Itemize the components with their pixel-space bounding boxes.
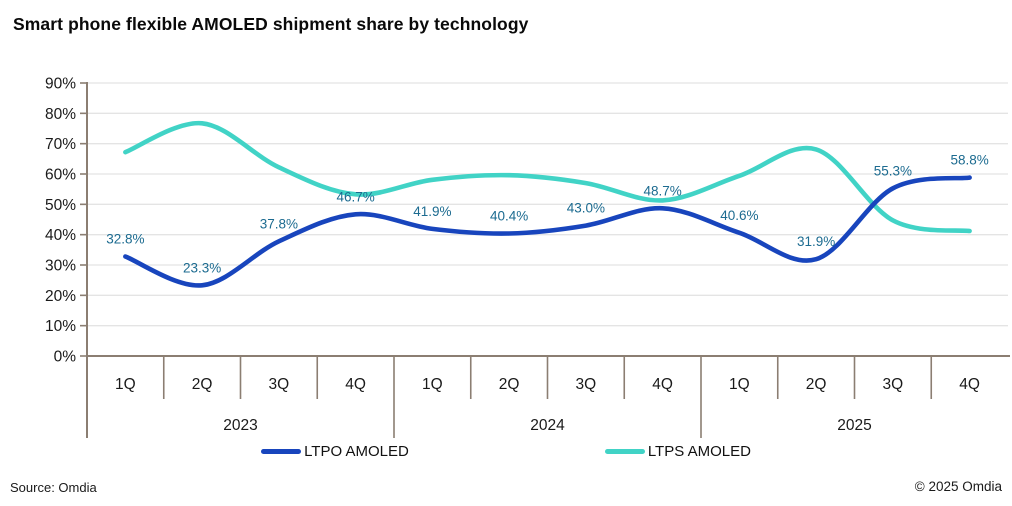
gridlines [87, 82, 1008, 327]
svg-text:70%: 70% [45, 136, 76, 153]
legend-item-ltpo-amoled: LTPO AMOLED [261, 443, 409, 460]
svg-text:23.3%: 23.3% [183, 260, 221, 275]
series-ltps-amoled [123, 120, 972, 234]
svg-text:3Q: 3Q [883, 376, 904, 393]
legend-label-ltpo: LTPO AMOLED [304, 443, 409, 460]
svg-text:10%: 10% [45, 318, 76, 335]
ltps-line-swatch-icon [604, 449, 645, 454]
svg-text:41.9%: 41.9% [413, 204, 451, 219]
x-axis [86, 82, 1010, 438]
source-text: Source: Omdia [10, 480, 97, 495]
chart-title: Smart phone flexible AMOLED shipment sha… [13, 14, 529, 34]
svg-text:4Q: 4Q [345, 376, 366, 393]
svg-text:1Q: 1Q [729, 376, 750, 393]
svg-text:4Q: 4Q [959, 376, 980, 393]
svg-text:55.3%: 55.3% [874, 163, 912, 178]
chart-legend: LTPO AMOLED LTPS AMOLED [0, 443, 1012, 460]
y-axis: 0% 10% 20% 30% 40% 50% 60% 70% 80% 90% [45, 76, 87, 366]
svg-text:40%: 40% [45, 227, 76, 244]
svg-text:2025: 2025 [837, 417, 871, 434]
data-labels-ltpo-amoled: 32.8% 23.3% 37.8% 46.7% 41.9% 40.4% 43.0% 48.7%… [106, 153, 989, 276]
svg-text:90%: 90% [45, 76, 76, 93]
svg-text:60%: 60% [45, 167, 76, 184]
ltpo-line-swatch-icon [261, 449, 302, 454]
svg-text:31.9%: 31.9% [797, 234, 835, 249]
svg-text:2Q: 2Q [499, 376, 520, 393]
series-ltpo-amoled [123, 175, 972, 288]
svg-text:50%: 50% [45, 197, 76, 214]
svg-text:46.7%: 46.7% [336, 189, 374, 204]
svg-text:2024: 2024 [530, 417, 565, 434]
svg-text:1Q: 1Q [115, 376, 136, 393]
svg-text:2Q: 2Q [806, 376, 827, 393]
copyright-text: © 2025 Omdia [914, 479, 1002, 494]
quarter-labels: 1Q 2Q 3Q 4Q 1Q 2Q 3Q 4Q 1Q 2Q 3Q 4Q [115, 376, 980, 393]
legend-label-ltps: LTPS AMOLED [647, 443, 751, 460]
svg-text:80%: 80% [45, 106, 76, 123]
svg-text:43.0%: 43.0% [567, 201, 605, 216]
svg-text:48.7%: 48.7% [643, 183, 681, 198]
svg-text:40.4%: 40.4% [490, 208, 528, 223]
svg-text:4Q: 4Q [652, 376, 673, 393]
svg-text:1Q: 1Q [422, 376, 443, 393]
svg-text:32.8%: 32.8% [106, 232, 144, 247]
svg-text:30%: 30% [45, 258, 76, 275]
svg-text:58.8%: 58.8% [950, 153, 988, 168]
svg-text:20%: 20% [45, 288, 76, 305]
year-labels: 2023 2024 2025 [223, 417, 871, 434]
svg-text:0%: 0% [54, 349, 77, 366]
svg-text:3Q: 3Q [576, 376, 597, 393]
svg-text:40.6%: 40.6% [720, 208, 758, 223]
svg-text:2023: 2023 [223, 417, 257, 434]
svg-text:3Q: 3Q [269, 376, 290, 393]
legend-item-ltps-amoled: LTPS AMOLED [604, 443, 751, 460]
svg-text:37.8%: 37.8% [260, 216, 298, 231]
svg-text:2Q: 2Q [192, 376, 213, 393]
